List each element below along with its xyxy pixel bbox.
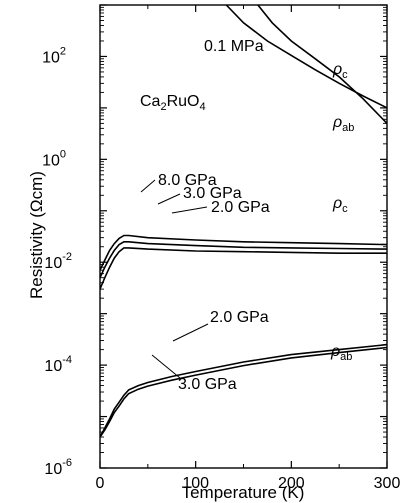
y-tick-exponent: -2 [62,251,72,263]
compound-label: Ca2RuO4 [140,93,206,113]
y-tick-label: 10-4 [44,354,72,375]
series-line-4 [100,241,387,279]
rho-ab-label-bottom: ρab [330,343,352,363]
rho-c-label-top-sub: c [342,69,348,81]
rho-c-label-mid-symbol: ρ [332,195,342,212]
x-tick-label: 100 [182,475,209,492]
leader-3.0GPa-upper [157,193,181,205]
annotation-0.1MPa: 0.1 MPa [204,38,264,55]
compound-sub2: 4 [199,101,205,113]
series-line-5 [100,247,387,290]
series-line-2 [257,5,387,124]
series-line-6 [100,343,387,438]
compound-prefix: Ca [140,93,161,110]
rho-ab-label-top-symbol: ρ [332,114,342,131]
annotation-8.0GPa: 8.0 GPa [158,172,217,189]
x-axis-label: Temperature (K) [182,483,305,502]
y-tick-exponent: 2 [60,45,66,57]
annotation-2.0GPa-lower: 2.0 GPa [210,309,269,326]
leader-8.0GPa [140,179,156,193]
x-tick-label: 300 [374,475,401,492]
rho-ab-label-bottom-symbol: ρ [330,343,340,360]
y-tick-base: 10 [42,49,60,66]
rho-ab-label-top-sub: ab [342,122,354,134]
leader-layer [140,179,209,379]
leader-3.0GPa-lower [151,354,181,379]
rho-c-label-top: ρc [332,61,348,81]
leader-2.0GPa-upper [171,206,208,214]
y-tick-label: 100 [42,148,66,169]
plot-frame [99,4,388,469]
leader-2.0GPa-lower [172,323,209,342]
annotation-2.0GPa-upper: 2.0 GPa [211,199,270,216]
y-tick-label: 102 [42,45,66,66]
y-tick-label: 10-2 [44,251,72,272]
series-layer [100,5,387,438]
y-tick-label: 10-6 [44,457,72,478]
y-tick-exponent: -6 [62,457,72,469]
y-tick-base: 10 [44,255,62,272]
compound-mid: RuO [167,93,200,110]
compound-sub1: 2 [160,101,166,113]
x-tick-label: 0 [96,475,105,492]
rho-c-label-top-symbol: ρ [332,61,342,78]
rho-ab-label-top: ρab [332,114,354,134]
y-tick-base: 10 [42,152,60,169]
x-tick-label: 200 [278,475,305,492]
y-tick-base: 10 [44,358,62,375]
series-line-7 [100,346,387,438]
y-tick-base: 10 [44,461,62,478]
annotation-3.0GPa-upper: 3.0 GPa [183,185,242,202]
rho-ab-label-bottom-sub: ab [340,351,352,363]
series-line-3 [100,234,387,271]
series-line-1 [225,5,387,109]
y-axis-label: Resistivity (Ωcm) [27,171,46,299]
rho-c-label-mid: ρc [332,195,348,215]
y-tick-exponent: 0 [60,148,66,160]
rho-c-label-mid-sub: c [342,203,348,215]
y-tick-exponent: -4 [62,354,72,366]
annotation-3.0GPa-lower: 3.0 GPa [178,376,237,393]
